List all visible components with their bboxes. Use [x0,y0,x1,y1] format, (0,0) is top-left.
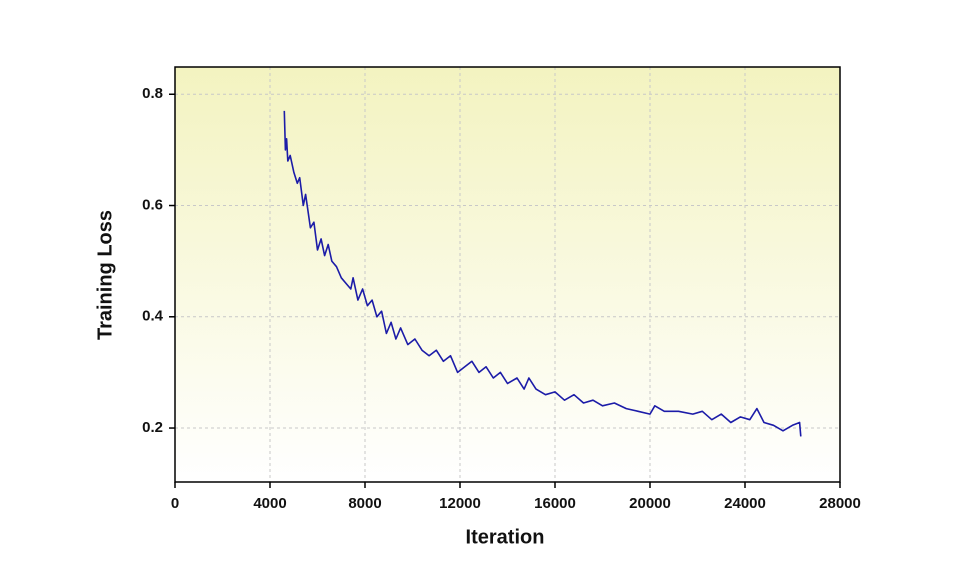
y-tick-label: 0.4 [142,308,164,325]
x-tick-label: 0 [171,495,179,512]
x-tick-label: 20000 [629,495,671,512]
x-axis-title: Iteration [466,526,545,548]
plot-frame [174,66,841,483]
plot-area [175,67,840,482]
y-axis-title: Training Loss [94,210,116,340]
x-tick-label: 12000 [439,495,481,512]
x-tick-label: 24000 [724,495,766,512]
x-tick-label: 28000 [819,495,861,512]
x-tick-label: 16000 [534,495,576,512]
x-tick-label: 4000 [253,495,286,512]
y-tick-label: 0.6 [142,196,163,213]
data-line [283,110,802,437]
y-tick-label: 0.8 [142,85,163,102]
x-tick-label: 8000 [348,495,381,512]
y-tick-label: 0.2 [142,419,163,436]
